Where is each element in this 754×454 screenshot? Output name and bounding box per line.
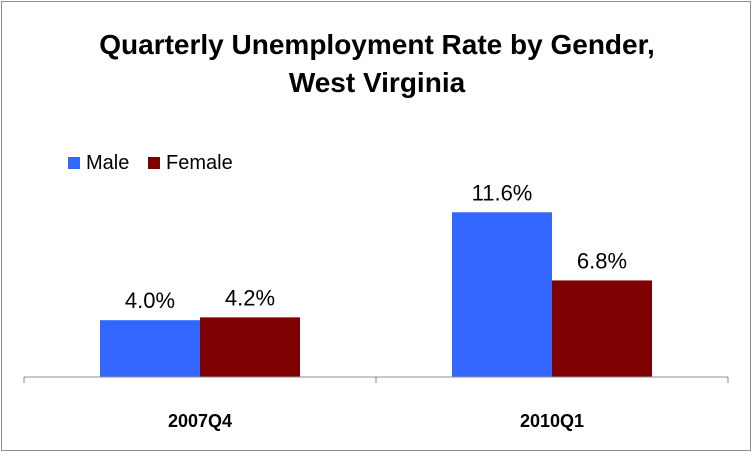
bar-male-2010q1 [452, 212, 552, 377]
data-label-male-2007q4: 4.0% [125, 288, 175, 313]
data-label-male-2010q1: 11.6% [472, 180, 533, 205]
legend-label-male: Male [86, 152, 129, 174]
category-label-2010q1: 2010Q1 [520, 411, 584, 431]
chart-title: Quarterly Unemployment Rate by Gender, [99, 29, 655, 60]
bar-female-2007q4 [200, 317, 300, 377]
legend: Male Female [68, 152, 233, 174]
bars-group [100, 212, 652, 377]
category-label-2007q4: 2007Q4 [168, 411, 232, 431]
x-axis: 2007Q4 2010Q1 [23, 376, 729, 431]
data-label-female-2010q1: 6.8% [577, 248, 627, 273]
data-label-female-2007q4: 4.2% [225, 285, 275, 310]
data-labels-group: 4.0% 4.2% 11.6% 6.8% [125, 180, 627, 313]
chart-subtitle: West Virginia [289, 67, 466, 98]
legend-swatch-female [148, 157, 160, 169]
bar-male-2007q4 [100, 320, 200, 377]
bar-female-2010q1 [552, 280, 652, 377]
legend-label-female: Female [166, 152, 233, 174]
legend-swatch-male [68, 157, 80, 169]
